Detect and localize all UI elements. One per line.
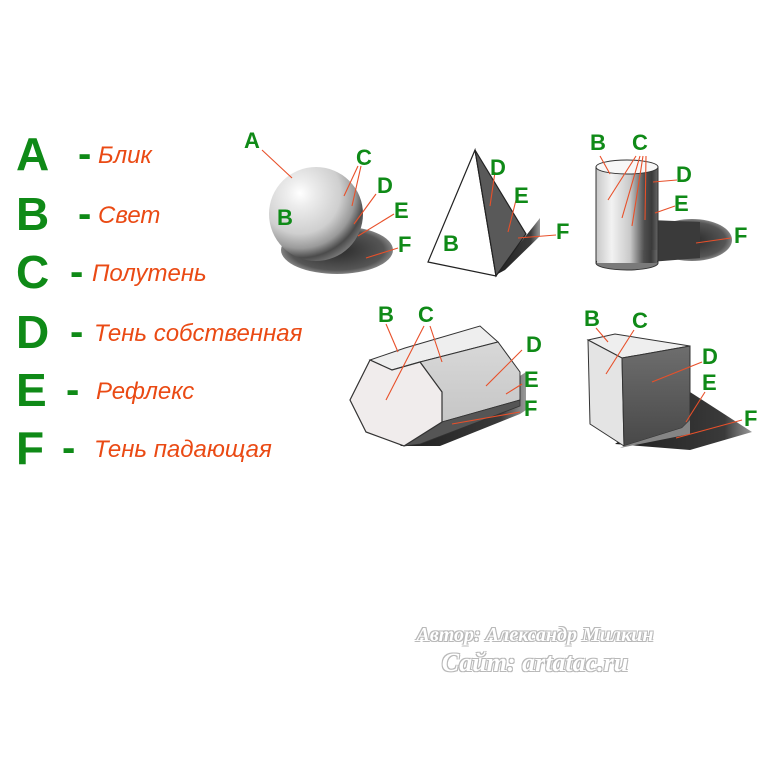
hexagonal-prism <box>349 325 526 447</box>
label-e-sphere: E <box>394 198 409 223</box>
legend-letter: B <box>16 188 50 240</box>
label-d-prism: D <box>526 332 542 357</box>
cube <box>586 333 752 450</box>
label-e-pyramid: E <box>514 183 529 208</box>
label-c-cylinder: C <box>632 130 648 155</box>
label-e-prism: E <box>524 367 539 392</box>
legend-dash: - <box>78 132 92 176</box>
label-f-cube: F <box>744 406 757 431</box>
label-d-pyramid: D <box>490 155 506 180</box>
legend-term: Тень собственная <box>94 320 303 347</box>
label-a-sphere: A <box>244 128 260 153</box>
label-c-sphere: C <box>356 145 372 170</box>
label-b-pyramid: B <box>443 231 459 256</box>
cylinder-body <box>595 166 659 264</box>
cylinder <box>595 159 732 271</box>
cylinder-shadow-base <box>650 220 700 262</box>
author-credit: Автор: Александр Милкин <box>416 624 654 646</box>
label-e-cube: E <box>702 370 717 395</box>
cube-reflex-face <box>620 420 690 448</box>
label-d-sphere: D <box>377 173 393 198</box>
pyramid-shadow-face <box>474 149 527 278</box>
legend-dash: - <box>66 368 80 412</box>
label-f-pyramid: F <box>556 219 569 244</box>
legend-dash: - <box>70 310 84 354</box>
cylinder-top <box>595 159 659 175</box>
label-b-prism: B <box>378 302 394 327</box>
label-c-cube: C <box>632 308 648 333</box>
legend-term: Тень падающая <box>94 436 272 463</box>
legend-dash: - <box>70 250 84 294</box>
site-credit: Сайт: artatac.ru <box>441 648 629 677</box>
pointer-lines <box>261 149 743 439</box>
label-c-prism: C <box>418 302 434 327</box>
legend-letter: C <box>16 246 50 298</box>
label-b-sphere: B <box>277 205 293 230</box>
legend-dash: - <box>62 426 76 470</box>
legend-term: Блик <box>98 142 152 169</box>
sphere-body <box>269 167 363 261</box>
label-f-cylinder: F <box>734 223 747 248</box>
label-d-cube: D <box>702 344 718 369</box>
label-e-cylinder: E <box>674 191 689 216</box>
label-f-sphere: F <box>398 232 411 257</box>
legend-letter: D <box>16 306 50 358</box>
sphere <box>269 167 393 274</box>
legend-term: Полутень <box>92 260 207 287</box>
prism-end-face <box>349 359 443 447</box>
label-d-cylinder: D <box>676 162 692 187</box>
pyramid <box>427 147 540 278</box>
label-b-cube: B <box>584 306 600 331</box>
legend-dash: - <box>78 192 92 236</box>
label-f-prism: F <box>524 396 537 421</box>
label-b-cylinder: B <box>590 130 606 155</box>
cube-left-face <box>587 339 625 447</box>
legend-term: Свет <box>98 202 161 229</box>
legend-term: Рефлекс <box>96 378 195 405</box>
legend-letter: F <box>16 422 45 474</box>
legend-letter: E <box>16 364 47 416</box>
legend-letter: A <box>16 128 50 180</box>
shape-labels: A B C D E F D E F B B C D E F B C D E F … <box>244 128 757 431</box>
